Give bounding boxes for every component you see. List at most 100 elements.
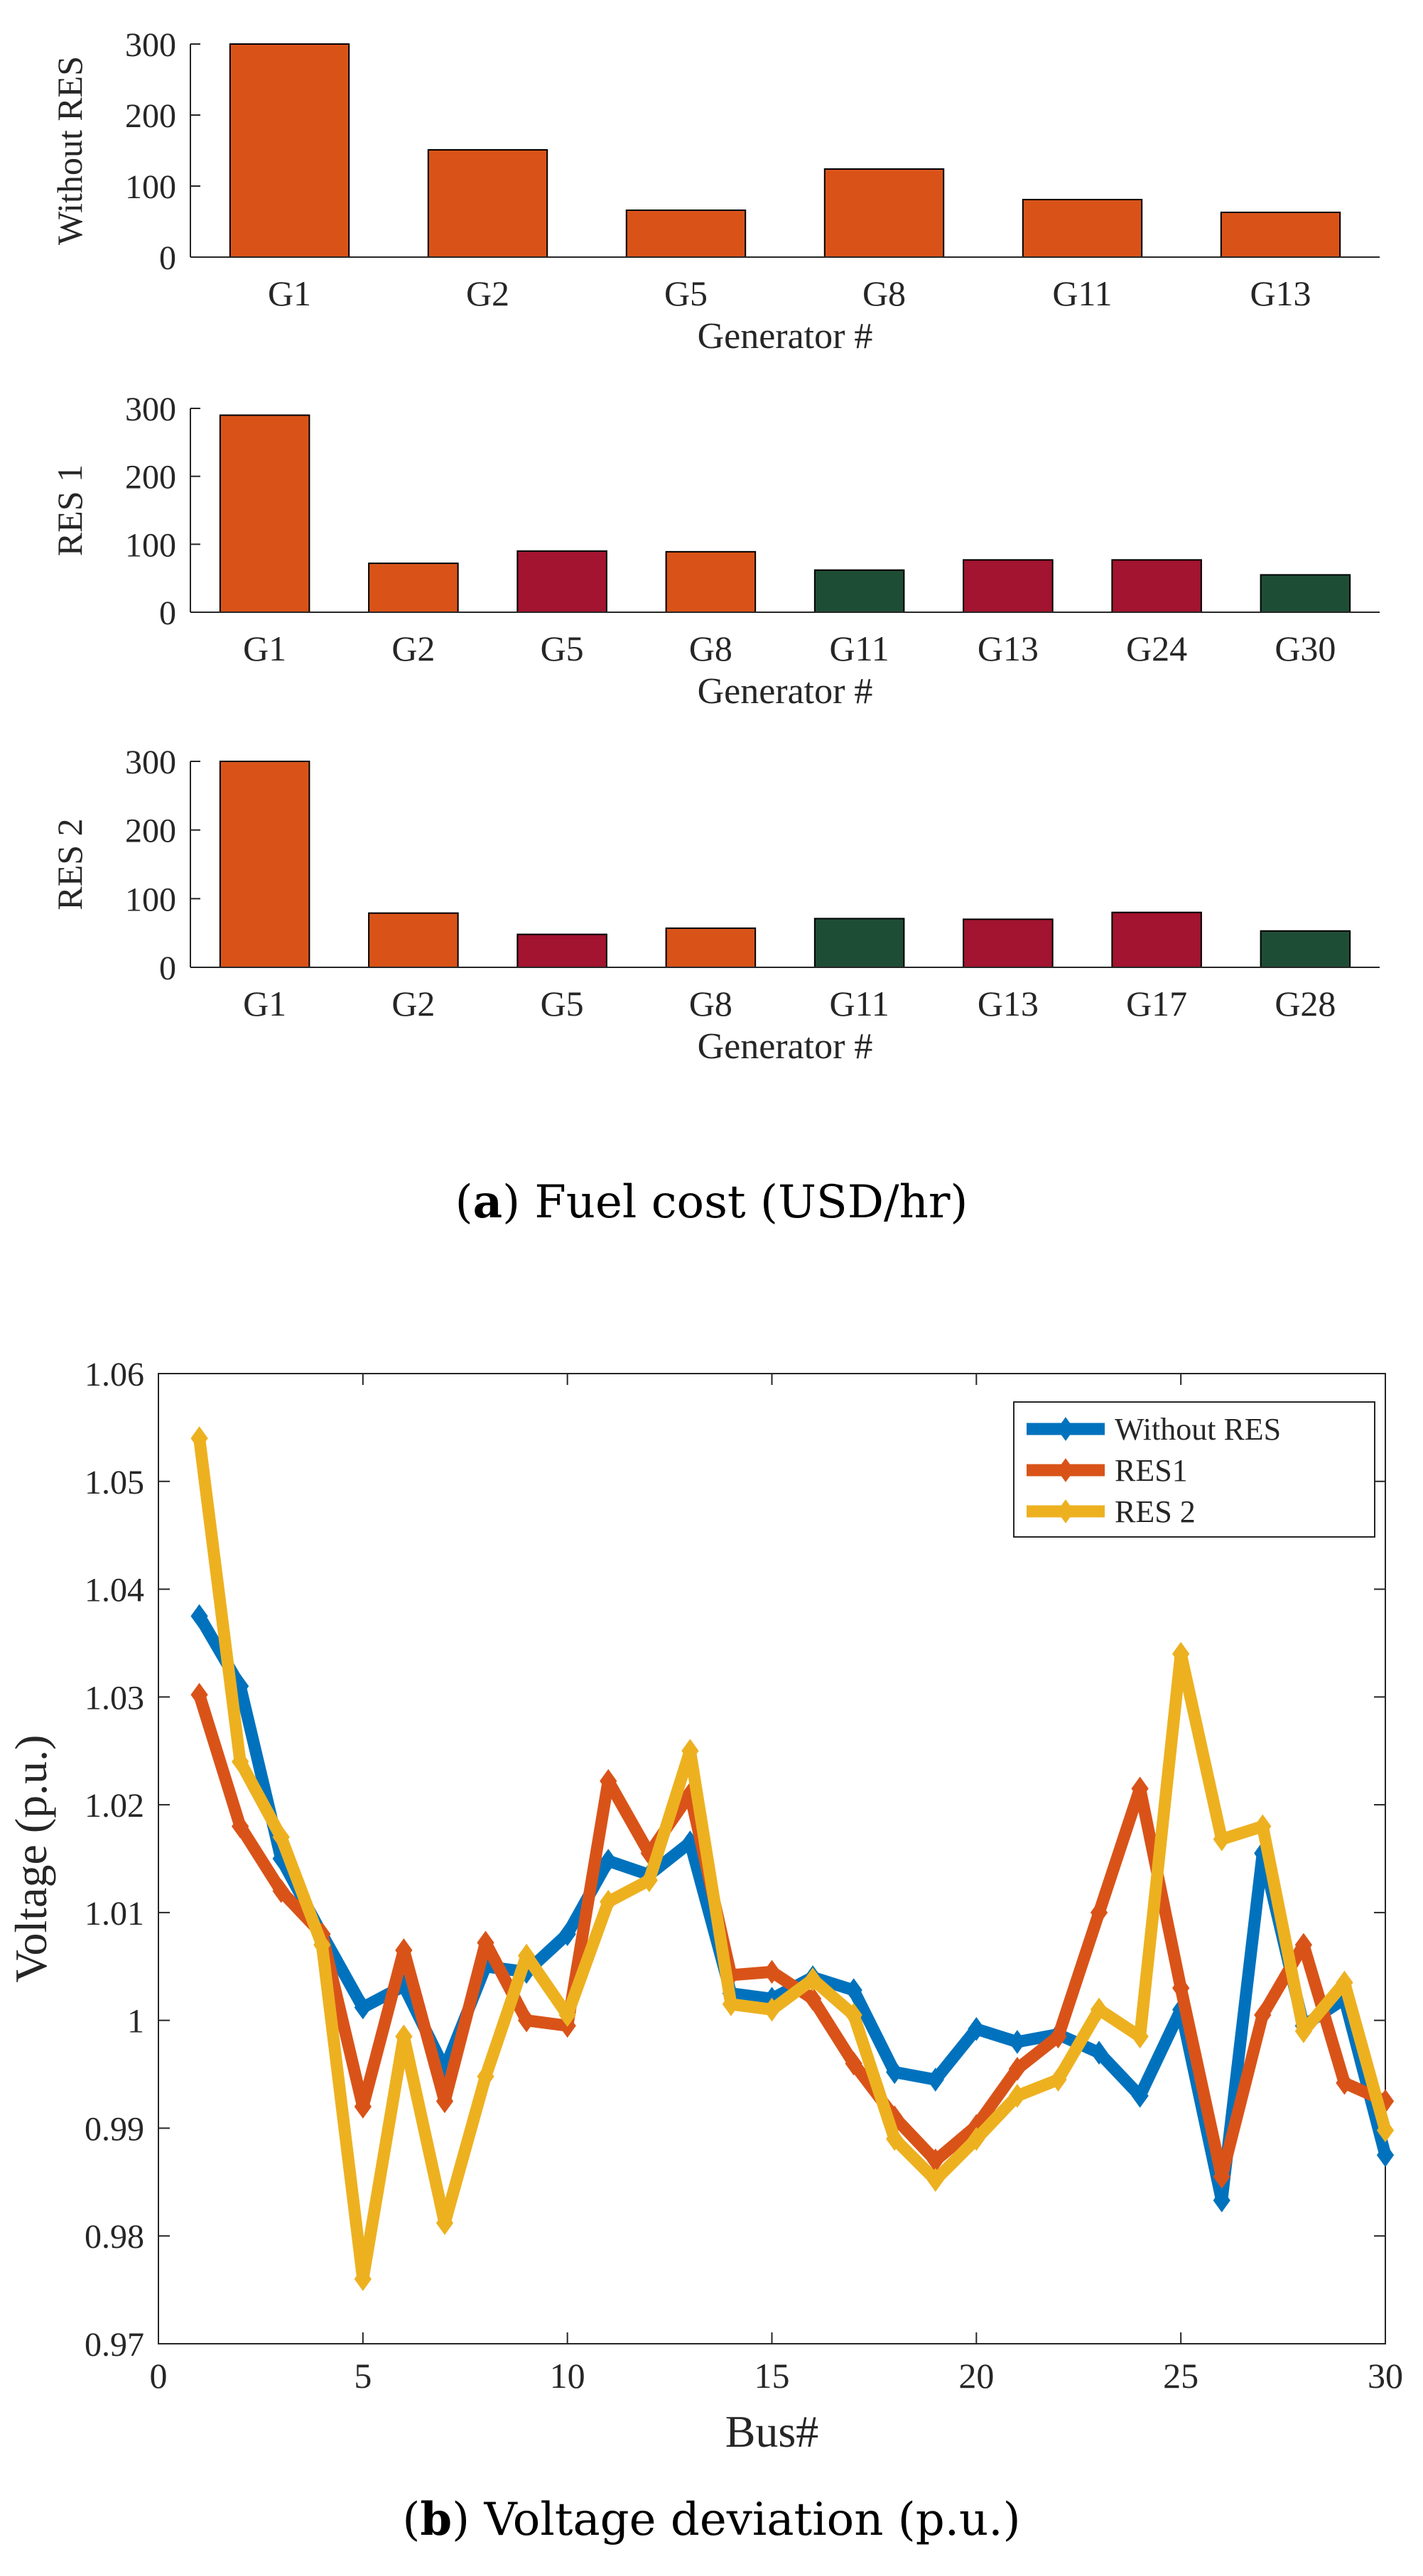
y-tick-label: 1.06 — [85, 1356, 144, 1393]
data-point-8 — [477, 2064, 494, 2089]
bar-G2 — [368, 563, 459, 613]
data-point-9 — [517, 1943, 536, 1968]
data-point-13 — [681, 1739, 699, 1763]
bar-G8 — [823, 168, 945, 258]
y-tick-label: 300 — [125, 26, 176, 64]
x-axis-label: Bus# — [725, 2406, 819, 2457]
bar-G17 — [1111, 911, 1202, 968]
x-tick-label-G30: G30 — [1275, 629, 1336, 668]
x-axis-label: Generator # — [698, 1026, 873, 1067]
data-point-26 — [1213, 2188, 1230, 2212]
data-point-30 — [1376, 2143, 1395, 2168]
data-point-24 — [1131, 2084, 1149, 2108]
data-point-2 — [231, 1749, 249, 1774]
y-tick-label: 300 — [125, 744, 176, 781]
legend-marker — [1056, 1417, 1075, 1441]
data-point-18 — [886, 2126, 904, 2151]
data-point-1 — [190, 1426, 208, 1450]
data-point-6 — [395, 2024, 413, 2049]
y-axis-label: Without RES — [50, 56, 90, 245]
y-tick-label: 1.02 — [85, 1787, 144, 1825]
bar-panel-1: G1 G2 G5 G8 G11 G13 0 100 200 300 Without RES Gener… — [50, 26, 1380, 357]
x-tick-label: 10 — [550, 2356, 585, 2396]
x-tick-label-G8: G8 — [689, 984, 732, 1023]
data-point-19 — [926, 2168, 944, 2192]
y-tick-label: 100 — [125, 881, 176, 918]
bar-G2 — [427, 149, 548, 258]
x-tick-label-G8: G8 — [689, 629, 732, 668]
data-point-29 — [1336, 2070, 1353, 2095]
series-line — [193, 1688, 1392, 2183]
data-point-5 — [354, 2267, 372, 2291]
x-tick-label-G5: G5 — [541, 984, 584, 1023]
bar-G2 — [368, 912, 459, 968]
data-point-16 — [804, 1967, 822, 1991]
bar-G5 — [516, 550, 607, 614]
data-point-15 — [763, 1960, 781, 1984]
data-point-28 — [1294, 1933, 1313, 1957]
data-point-2 — [231, 1814, 249, 1839]
data-point-10 — [558, 2003, 576, 2027]
bar-G8 — [665, 550, 757, 614]
y-axis-label: RES 1 — [50, 464, 90, 556]
y-tick-label: 1.04 — [85, 1572, 144, 1609]
x-tick-label: 15 — [754, 2356, 790, 2396]
bar-G13 — [1220, 212, 1341, 258]
data-point-16 — [804, 1987, 822, 2011]
y-tick-label: 200 — [125, 459, 176, 496]
data-point-7 — [435, 2089, 454, 2114]
data-point-5 — [354, 2094, 372, 2119]
data-point-11 — [600, 1849, 617, 1873]
y-tick-label: 100 — [125, 168, 176, 206]
y-tick-label: 100 — [125, 526, 176, 564]
x-tick-label-G1: G1 — [243, 984, 286, 1023]
series-res1 — [190, 1683, 1395, 2189]
data-point-29 — [1336, 1970, 1353, 1995]
data-point-8 — [477, 1930, 494, 1955]
x-tick-label-G2: G2 — [466, 273, 509, 313]
data-point-1 — [190, 1683, 208, 1707]
data-point-10 — [558, 1922, 576, 1947]
data-point-21 — [1008, 2057, 1027, 2081]
caption-a: (a) Fuel cost (USD/hr) — [455, 1175, 968, 1229]
bar-G1 — [219, 761, 310, 968]
data-point-25 — [1172, 1641, 1190, 1666]
legend-label: RES 2 — [1115, 1494, 1196, 1529]
data-point-20 — [968, 2126, 985, 2151]
data-point-27 — [1254, 2003, 1272, 2027]
y-tick-label: 0 — [159, 239, 176, 277]
y-tick-label: 0.98 — [85, 2218, 144, 2256]
data-point-24 — [1131, 1776, 1149, 1801]
bar-G11 — [1022, 199, 1143, 258]
bar-G5 — [516, 933, 607, 968]
bar-G13 — [963, 918, 1054, 969]
data-point-17 — [845, 2003, 862, 2027]
x-tick-label-G2: G2 — [391, 629, 435, 668]
data-point-30 — [1376, 2118, 1395, 2143]
x-axis-label: Generator # — [698, 671, 873, 712]
bar-G5 — [625, 210, 747, 258]
series-line — [193, 1432, 1392, 2286]
bar-G11 — [813, 918, 905, 969]
legend-label: Without RES — [1115, 1412, 1281, 1447]
data-point-6 — [395, 1938, 413, 1962]
x-tick-label-G24: G24 — [1126, 629, 1187, 668]
data-point-23 — [1090, 1901, 1108, 1925]
bar-G1 — [229, 43, 350, 258]
data-point-3 — [272, 1825, 290, 1849]
x-tick-label-G13: G13 — [978, 984, 1039, 1023]
x-tick-label-G2: G2 — [391, 984, 435, 1023]
bar-chart-panels: G1 G2 G5 G8 G11 G13 0 100 200 300 Without RES Gener… — [50, 26, 1380, 1067]
x-tick-label-G11: G11 — [1052, 273, 1112, 313]
y-tick-label: 0.97 — [85, 2326, 144, 2364]
data-point-14 — [722, 1992, 740, 2016]
y-tick-label: 300 — [125, 391, 176, 428]
data-point-26 — [1213, 2164, 1230, 2189]
data-point-24 — [1131, 2024, 1149, 2049]
x-axis-label: Generator # — [698, 316, 873, 357]
data-point-9 — [517, 2008, 536, 2033]
data-point-1 — [190, 1604, 208, 1629]
x-tick-label-G5: G5 — [664, 273, 708, 313]
bar-G1 — [219, 414, 310, 613]
y-axis-label: RES 2 — [50, 818, 90, 910]
